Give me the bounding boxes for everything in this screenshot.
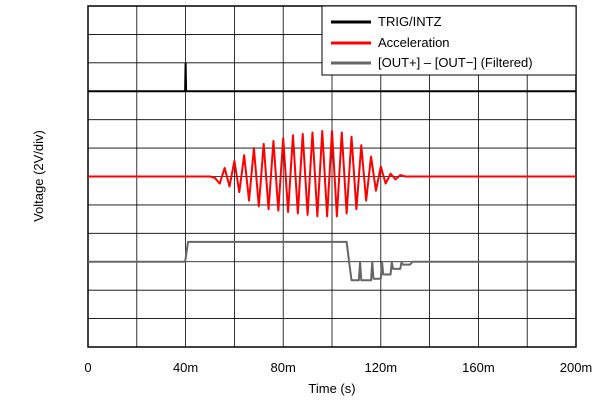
series-layer [88,61,576,282]
x-tick-label: 80m [271,360,296,375]
x-tick-label: 120m [365,360,398,375]
series-line-1 [88,130,576,218]
x-tick-label: 200m [560,360,593,375]
x-tick-labels: 0 40m 80m 120m 160m 200m [84,360,592,375]
x-tick-label: 160m [462,360,495,375]
legend: TRIG/INTZ Acceleration [OUT+] – [OUT−] (… [321,5,577,76]
legend-label-acceleration: Acceleration [378,35,450,50]
x-tick-label: 0 [84,360,91,375]
legend-label-output: [OUT+] – [OUT−] (Filtered) [378,55,533,70]
y-axis-label: Voltage (2V/div) [31,130,46,222]
legend-label-trig: TRIG/INTZ [378,14,442,29]
series-line-2 [88,240,576,282]
series-line-0 [88,61,576,93]
x-axis-label: Time (s) [308,381,355,396]
x-tick-label: 40m [173,360,198,375]
